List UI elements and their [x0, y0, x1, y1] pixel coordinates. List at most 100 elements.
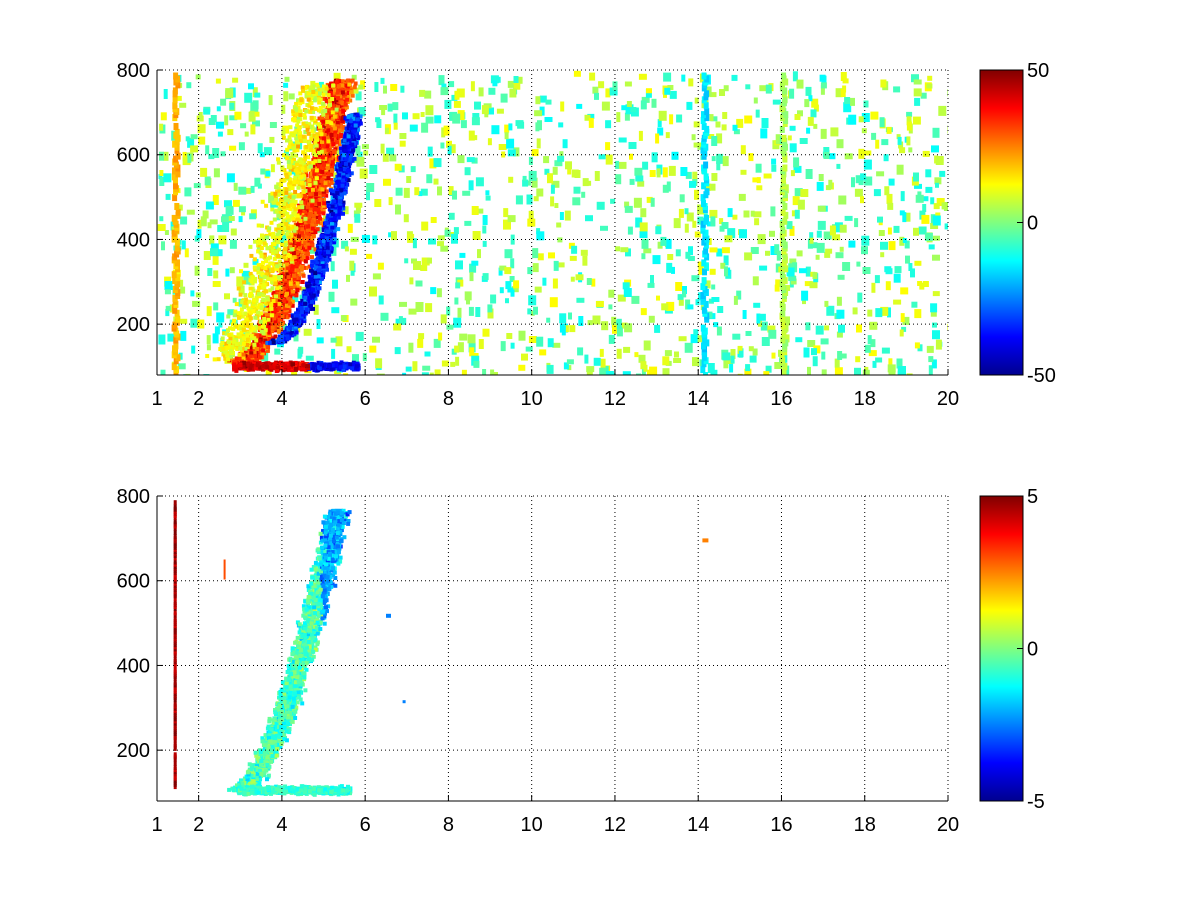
data-cell [220, 98, 227, 106]
data-cell [443, 125, 450, 136]
data-cell [339, 132, 344, 137]
data-cell [362, 353, 367, 362]
data-cell [566, 359, 574, 365]
data-cell [249, 213, 257, 220]
data-cell [290, 299, 295, 304]
data-cell [393, 113, 398, 124]
data-cell [288, 93, 295, 100]
data-cell [414, 187, 420, 196]
data-cell [933, 235, 940, 241]
data-cell [854, 367, 861, 375]
data-cell [932, 215, 941, 226]
data-cell [248, 83, 254, 90]
data-cell [316, 207, 321, 212]
data-cell [815, 254, 820, 260]
data-cell [753, 211, 762, 218]
data-cell [871, 282, 876, 293]
data-cell [869, 321, 878, 330]
data-cell [308, 206, 313, 211]
data-cell [374, 82, 379, 92]
data-cell [163, 89, 168, 99]
data-cell [662, 368, 670, 375]
data-cell [698, 266, 704, 275]
data-cell [213, 270, 219, 279]
data-cell [564, 210, 571, 221]
data-cell [307, 202, 311, 207]
data-cell [947, 125, 948, 134]
data-cell [400, 85, 405, 93]
data-cell [586, 278, 592, 285]
data-cell [269, 136, 275, 143]
data-cell [303, 259, 308, 264]
data-cell [315, 201, 319, 206]
data-cell [403, 214, 409, 223]
data-cell [372, 235, 378, 245]
data-cell [769, 230, 775, 237]
data-cell [487, 138, 492, 146]
data-cell [180, 216, 188, 225]
data-cell [887, 307, 891, 318]
data-cell [704, 75, 710, 83]
data-cell [229, 356, 233, 361]
data-cell [560, 101, 565, 112]
data-cell [307, 245, 312, 250]
data-cell [325, 82, 330, 87]
data-cell [179, 102, 187, 108]
data-cell [471, 355, 480, 366]
data-cell [245, 187, 252, 194]
data-cell [857, 292, 863, 303]
data-cell [217, 131, 223, 137]
data-cell [693, 142, 702, 148]
data-cell [687, 304, 694, 310]
data-cell [782, 96, 788, 104]
data-cell [498, 267, 503, 276]
data-cell [809, 237, 814, 244]
data-cell [620, 247, 629, 253]
data-cell [315, 289, 320, 294]
data-cell [186, 209, 195, 215]
data-cell [434, 369, 441, 375]
data-cell [835, 88, 843, 98]
data-cell [559, 313, 567, 324]
data-cell [782, 363, 788, 371]
data-cell [740, 169, 747, 175]
data-cell [867, 335, 872, 345]
data-cell [210, 115, 217, 122]
data-cell [887, 364, 896, 373]
data-cell [697, 204, 705, 215]
data-cell [858, 178, 864, 186]
data-cell [939, 170, 946, 177]
data-cell [938, 105, 947, 116]
data-cell [307, 188, 311, 193]
data-cell [576, 103, 583, 109]
data-cell [300, 280, 305, 284]
data-cell [261, 351, 269, 362]
data-cell [482, 225, 487, 234]
data-cell [330, 261, 335, 272]
data-cell [795, 337, 803, 343]
data-cell [544, 117, 553, 122]
data-cell [832, 234, 841, 241]
data-cell [334, 80, 339, 85]
data-cell [758, 313, 766, 321]
data-cell [468, 180, 474, 191]
data-cell [922, 204, 927, 212]
data-cell [788, 263, 795, 271]
data-cell [711, 284, 716, 290]
data-cell [661, 303, 669, 311]
data-cell [813, 104, 819, 112]
data-cell [894, 266, 902, 274]
data-cell [300, 298, 305, 303]
data-cell [838, 353, 847, 359]
data-cell [780, 146, 786, 154]
data-cell [518, 364, 526, 371]
data-cell [444, 229, 451, 237]
data-cell [588, 117, 594, 128]
data-cell [535, 96, 541, 105]
data-cell [332, 231, 337, 235]
data-cell [182, 151, 187, 161]
data-cell [616, 327, 623, 337]
data-cell [752, 276, 759, 286]
data-cell [638, 354, 646, 363]
data-cell [305, 190, 310, 195]
